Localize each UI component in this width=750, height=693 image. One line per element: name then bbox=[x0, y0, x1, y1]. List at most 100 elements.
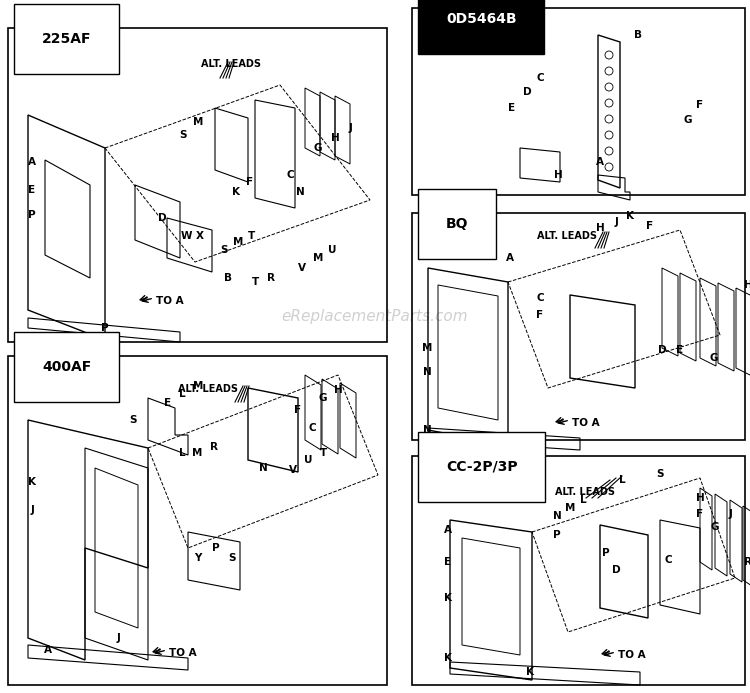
Text: F: F bbox=[646, 221, 653, 231]
Text: H: H bbox=[334, 385, 342, 395]
Text: E: E bbox=[445, 557, 452, 567]
Text: 0D5464B: 0D5464B bbox=[446, 12, 517, 26]
Bar bbox=[8, 356, 387, 685]
Text: M: M bbox=[193, 381, 203, 391]
Text: J: J bbox=[728, 509, 732, 519]
Text: G: G bbox=[684, 115, 692, 125]
Text: T: T bbox=[248, 231, 256, 241]
Text: S: S bbox=[179, 130, 187, 140]
Text: TO A: TO A bbox=[156, 296, 184, 306]
Text: TO A: TO A bbox=[169, 648, 196, 658]
Text: ALT. LEADS: ALT. LEADS bbox=[555, 487, 615, 497]
Text: H: H bbox=[554, 170, 562, 180]
Bar bbox=[8, 28, 387, 342]
Text: S: S bbox=[129, 415, 136, 425]
Text: D: D bbox=[158, 213, 166, 223]
Text: S: S bbox=[228, 553, 236, 563]
Text: G: G bbox=[711, 522, 719, 532]
Text: T: T bbox=[252, 277, 260, 287]
Text: P: P bbox=[28, 210, 36, 220]
Text: D: D bbox=[658, 345, 666, 355]
Text: L: L bbox=[619, 475, 626, 485]
Text: ALT. LEADS: ALT. LEADS bbox=[537, 231, 597, 241]
Text: E: E bbox=[509, 103, 515, 113]
Text: M: M bbox=[313, 253, 323, 263]
Text: F: F bbox=[536, 310, 544, 320]
Text: 7.): 7.) bbox=[417, 12, 438, 26]
Text: T: T bbox=[320, 448, 327, 458]
Text: A: A bbox=[44, 645, 52, 655]
Text: C: C bbox=[536, 293, 544, 303]
Text: U: U bbox=[304, 455, 312, 465]
Text: R: R bbox=[744, 557, 750, 567]
Text: eReplacementParts.com: eReplacementParts.com bbox=[282, 309, 468, 324]
Text: E: E bbox=[164, 398, 172, 408]
Text: F: F bbox=[697, 100, 703, 110]
Text: ALT. LEADS: ALT. LEADS bbox=[201, 59, 261, 69]
Text: M: M bbox=[422, 343, 432, 353]
Text: F: F bbox=[247, 177, 254, 187]
Text: C: C bbox=[286, 170, 294, 180]
Bar bbox=[412, 8, 745, 195]
Text: M: M bbox=[565, 503, 575, 513]
Text: N: N bbox=[423, 425, 431, 435]
Text: K: K bbox=[444, 653, 452, 663]
Text: K: K bbox=[626, 211, 634, 221]
Text: A: A bbox=[28, 157, 36, 167]
Text: L: L bbox=[178, 448, 185, 458]
Text: A: A bbox=[596, 157, 604, 167]
Text: K: K bbox=[444, 593, 452, 603]
Text: E: E bbox=[676, 345, 683, 355]
Text: F: F bbox=[295, 405, 302, 415]
Text: 6.): 6.) bbox=[13, 360, 34, 374]
Text: D: D bbox=[523, 87, 531, 97]
Text: L: L bbox=[178, 389, 185, 399]
Text: C: C bbox=[308, 423, 316, 433]
Text: J: J bbox=[30, 505, 34, 515]
Text: K: K bbox=[232, 187, 240, 197]
Text: K: K bbox=[526, 667, 534, 677]
Text: G: G bbox=[319, 393, 327, 403]
Text: V: V bbox=[298, 263, 306, 273]
Text: P: P bbox=[101, 323, 109, 333]
Text: H: H bbox=[331, 133, 339, 143]
Text: V: V bbox=[289, 465, 297, 475]
Text: J: J bbox=[348, 123, 352, 133]
Text: C: C bbox=[664, 555, 672, 565]
Text: J: J bbox=[116, 633, 120, 643]
Text: 225AF: 225AF bbox=[42, 32, 92, 46]
Text: A: A bbox=[444, 525, 452, 535]
Text: G: G bbox=[314, 143, 322, 153]
Text: L: L bbox=[580, 495, 586, 505]
Text: H: H bbox=[696, 493, 704, 503]
Bar bbox=[412, 456, 745, 685]
Text: M: M bbox=[232, 237, 243, 247]
Text: TO A: TO A bbox=[618, 650, 646, 660]
Text: P: P bbox=[554, 530, 561, 540]
Text: W: W bbox=[180, 231, 192, 241]
Text: Y: Y bbox=[194, 553, 202, 563]
Text: P: P bbox=[602, 548, 610, 558]
Text: G: G bbox=[710, 353, 718, 363]
Text: K: K bbox=[28, 477, 36, 487]
Text: R: R bbox=[210, 442, 218, 452]
Text: X: X bbox=[196, 231, 204, 241]
Text: 5.): 5.) bbox=[13, 32, 34, 46]
Text: H: H bbox=[596, 223, 604, 233]
Text: 400AF: 400AF bbox=[42, 360, 92, 374]
Text: U: U bbox=[328, 245, 336, 255]
Text: J: J bbox=[614, 217, 618, 227]
Text: TO A: TO A bbox=[572, 418, 600, 428]
Text: B: B bbox=[224, 273, 232, 283]
Text: N: N bbox=[553, 511, 561, 521]
Text: N: N bbox=[259, 463, 267, 473]
Text: E: E bbox=[28, 185, 35, 195]
Text: 8.): 8.) bbox=[417, 217, 438, 231]
Text: F: F bbox=[697, 509, 703, 519]
Text: ALT. LEADS: ALT. LEADS bbox=[178, 384, 238, 394]
Text: P: P bbox=[212, 543, 220, 553]
Text: S: S bbox=[220, 245, 228, 255]
Text: B: B bbox=[634, 30, 642, 40]
Text: BQ: BQ bbox=[446, 217, 469, 231]
Text: M: M bbox=[193, 117, 203, 127]
